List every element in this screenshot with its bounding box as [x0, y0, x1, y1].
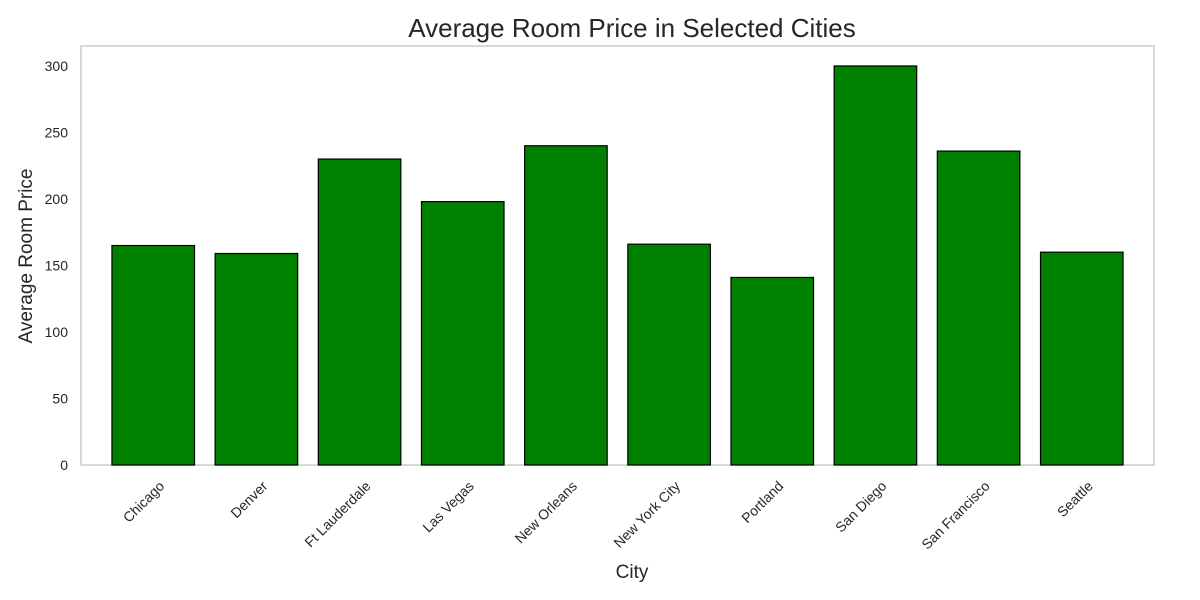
- x-axis-ticks: Chicago Denver Ft Lauderdale Las Vegas New O…: [120, 478, 1096, 553]
- x-tick-label: New York City: [610, 478, 683, 551]
- x-tick-label: New Orleans: [512, 478, 581, 547]
- bar-san-diego: [833, 65, 918, 466]
- y-tick-label: 150: [45, 257, 69, 273]
- bar-portland: [730, 276, 815, 466]
- x-tick-label: Denver: [227, 478, 270, 521]
- y-axis-label: Average Room Price: [16, 169, 37, 344]
- y-tick-label: 50: [52, 390, 68, 406]
- x-tick-label: Chicago: [120, 478, 168, 526]
- x-tick-label: San Francisco: [918, 478, 993, 553]
- x-axis-label: City: [616, 562, 649, 583]
- bar-new-york-city: [627, 243, 711, 466]
- y-tick-label: 200: [45, 191, 69, 207]
- y-tick-label: 250: [45, 124, 69, 140]
- bar-san-francisco: [936, 150, 1021, 466]
- bar-chicago: [111, 244, 196, 466]
- x-tick-label: Seattle: [1054, 478, 1096, 520]
- plot-frame: [80, 45, 1155, 466]
- bar-seattle: [1039, 251, 1124, 466]
- y-tick-label: 0: [60, 457, 68, 473]
- bar-ft-lauderdale: [317, 158, 402, 466]
- bars-group: [111, 65, 1124, 466]
- bar-new-orleans: [524, 145, 608, 466]
- x-tick-label: Portland: [738, 478, 786, 526]
- bar-denver: [214, 252, 299, 466]
- y-tick-label: 300: [45, 58, 69, 74]
- x-tick-label: Las Vegas: [419, 478, 477, 536]
- y-axis-ticks: 0 50 100 150 200 250 300: [45, 58, 69, 473]
- chart-title: Average Room Price in Selected Cities: [408, 13, 856, 43]
- x-tick-label: Ft Lauderdale: [301, 478, 374, 551]
- x-tick-label: San Diego: [832, 478, 890, 536]
- y-tick-label: 100: [45, 324, 69, 340]
- bar-las-vegas: [420, 201, 505, 466]
